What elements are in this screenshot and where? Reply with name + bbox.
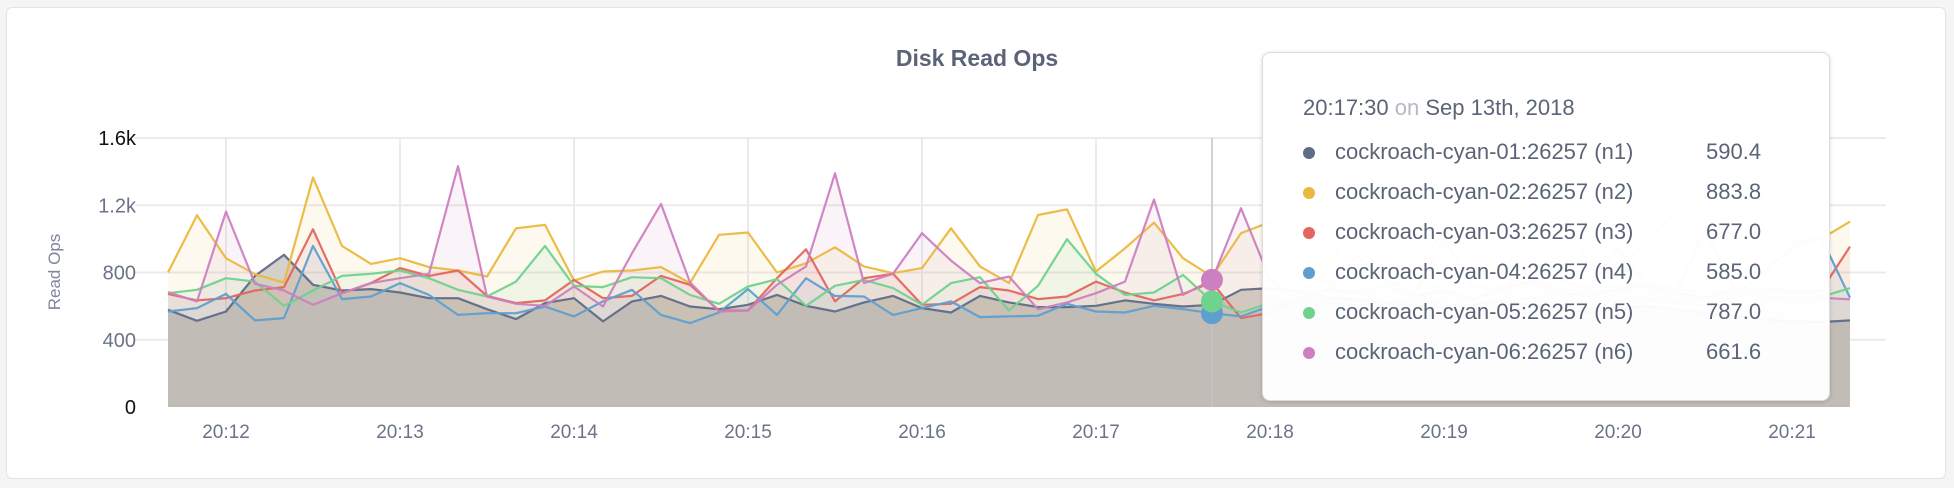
tooltip-row-n6: cockroach-cyan-06:26257 (n6) 661.6 bbox=[1303, 339, 1803, 369]
tooltip-series-name: cockroach-cyan-03:26257 (n3) bbox=[1335, 219, 1634, 244]
tooltip-row-n5: cockroach-cyan-05:26257 (n5) 787.0 bbox=[1303, 299, 1803, 329]
series-dot-icon bbox=[1303, 187, 1315, 199]
tooltip-series-value: 883.8 bbox=[1706, 179, 1762, 204]
tooltip-series-name: cockroach-cyan-01:26257 (n1) bbox=[1335, 139, 1634, 164]
tooltip-series-name: cockroach-cyan-05:26257 (n5) bbox=[1335, 299, 1634, 324]
y-tick-label: 1.6k bbox=[98, 128, 137, 150]
tooltip-series-value: 661.6 bbox=[1706, 339, 1762, 364]
tooltip-series-value: 590.4 bbox=[1706, 139, 1762, 164]
chart-title: Disk Read Ops bbox=[896, 45, 1058, 71]
hover-tooltip: 20:17:30 on Sep 13th, 2018 cockroach-cya… bbox=[1262, 52, 1830, 401]
series-dot-icon bbox=[1303, 227, 1315, 239]
x-tick-label: 20:17 bbox=[1072, 422, 1120, 443]
hover-markers bbox=[1201, 138, 1223, 407]
x-tick-label: 20:15 bbox=[724, 422, 772, 443]
tooltip-time: 20:17:30 bbox=[1303, 95, 1389, 120]
x-tick-label: 20:18 bbox=[1246, 422, 1294, 443]
tooltip-series-name: cockroach-cyan-04:26257 (n4) bbox=[1335, 259, 1634, 284]
tooltip-date: Sep 13th, 2018 bbox=[1425, 95, 1575, 120]
series-dot-icon bbox=[1303, 307, 1315, 319]
y-axis-label: Read Ops bbox=[45, 234, 64, 311]
y-tick-label: 1.2k bbox=[98, 195, 137, 217]
tooltip-series-name: cockroach-cyan-06:26257 (n6) bbox=[1335, 339, 1634, 364]
tooltip-row-n3: cockroach-cyan-03:26257 (n3) 677.0 bbox=[1303, 219, 1803, 249]
x-tick-label: 20:16 bbox=[898, 422, 946, 443]
tooltip-on: on bbox=[1394, 95, 1420, 120]
x-tick-label: 20:19 bbox=[1420, 422, 1468, 443]
x-tick-label: 20:13 bbox=[376, 422, 424, 443]
x-tick-label: 20:21 bbox=[1768, 422, 1816, 443]
tooltip-row-n4: cockroach-cyan-04:26257 (n4) 585.0 bbox=[1303, 259, 1803, 289]
tooltip-series-value: 787.0 bbox=[1706, 299, 1762, 324]
y-tick-label: 800 bbox=[103, 263, 136, 285]
tooltip-series-value: 677.0 bbox=[1706, 219, 1762, 244]
x-tick-label: 20:20 bbox=[1594, 422, 1642, 443]
series-dot-icon bbox=[1303, 147, 1315, 159]
tooltip-series-value: 585.0 bbox=[1706, 259, 1762, 284]
y-tick-label: 0 bbox=[125, 397, 136, 419]
y-axis-ticks: 0 400 800 1.2k 1.6k bbox=[98, 128, 137, 419]
tooltip-header: 20:17:30 on Sep 13th, 2018 bbox=[1303, 95, 1575, 121]
hover-point-n5 bbox=[1201, 290, 1223, 313]
x-tick-label: 20:12 bbox=[202, 422, 250, 443]
x-axis-ticks: 20:12 20:13 20:14 20:15 20:16 20:17 20:18 20:19… bbox=[202, 422, 1816, 443]
series-dot-icon bbox=[1303, 267, 1315, 279]
tooltip-row-n2: cockroach-cyan-02:26257 (n2) 883.8 bbox=[1303, 179, 1803, 209]
tooltip-row-n1: cockroach-cyan-01:26257 (n1) 590.4 bbox=[1303, 139, 1803, 169]
x-tick-label: 20:14 bbox=[550, 422, 598, 443]
series-dot-icon bbox=[1303, 347, 1315, 359]
y-tick-label: 400 bbox=[103, 330, 136, 352]
tooltip-series-name: cockroach-cyan-02:26257 (n2) bbox=[1335, 179, 1634, 204]
hover-point-n6 bbox=[1201, 268, 1223, 291]
